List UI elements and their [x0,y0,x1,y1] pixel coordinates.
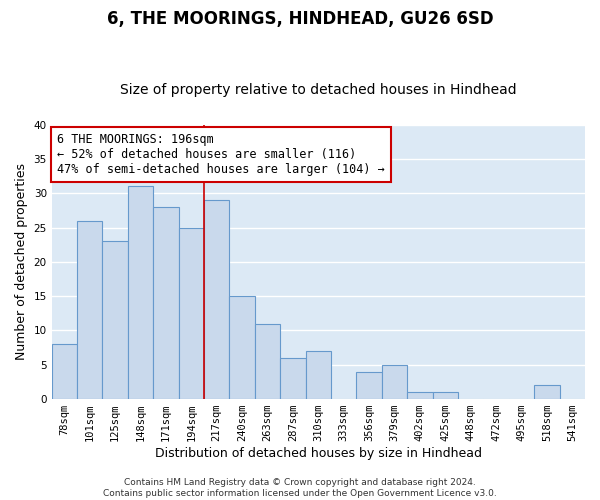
Bar [356,372,382,399]
Bar [179,228,204,399]
Title: Size of property relative to detached houses in Hindhead: Size of property relative to detached ho… [120,83,517,97]
Bar [407,392,433,399]
Bar [77,220,103,399]
Bar [103,241,128,399]
Bar [52,344,77,399]
Bar [534,386,560,399]
Y-axis label: Number of detached properties: Number of detached properties [15,164,28,360]
Bar [280,358,305,399]
Bar [255,324,280,399]
Bar [229,296,255,399]
Bar [305,351,331,399]
X-axis label: Distribution of detached houses by size in Hindhead: Distribution of detached houses by size … [155,447,482,460]
Text: 6, THE MOORINGS, HINDHEAD, GU26 6SD: 6, THE MOORINGS, HINDHEAD, GU26 6SD [107,10,493,28]
Bar [204,200,229,399]
Bar [153,207,179,399]
Text: Contains HM Land Registry data © Crown copyright and database right 2024.
Contai: Contains HM Land Registry data © Crown c… [103,478,497,498]
Bar [382,365,407,399]
Bar [433,392,458,399]
Bar [128,186,153,399]
Text: 6 THE MOORINGS: 196sqm
← 52% of detached houses are smaller (116)
47% of semi-de: 6 THE MOORINGS: 196sqm ← 52% of detached… [57,133,385,176]
